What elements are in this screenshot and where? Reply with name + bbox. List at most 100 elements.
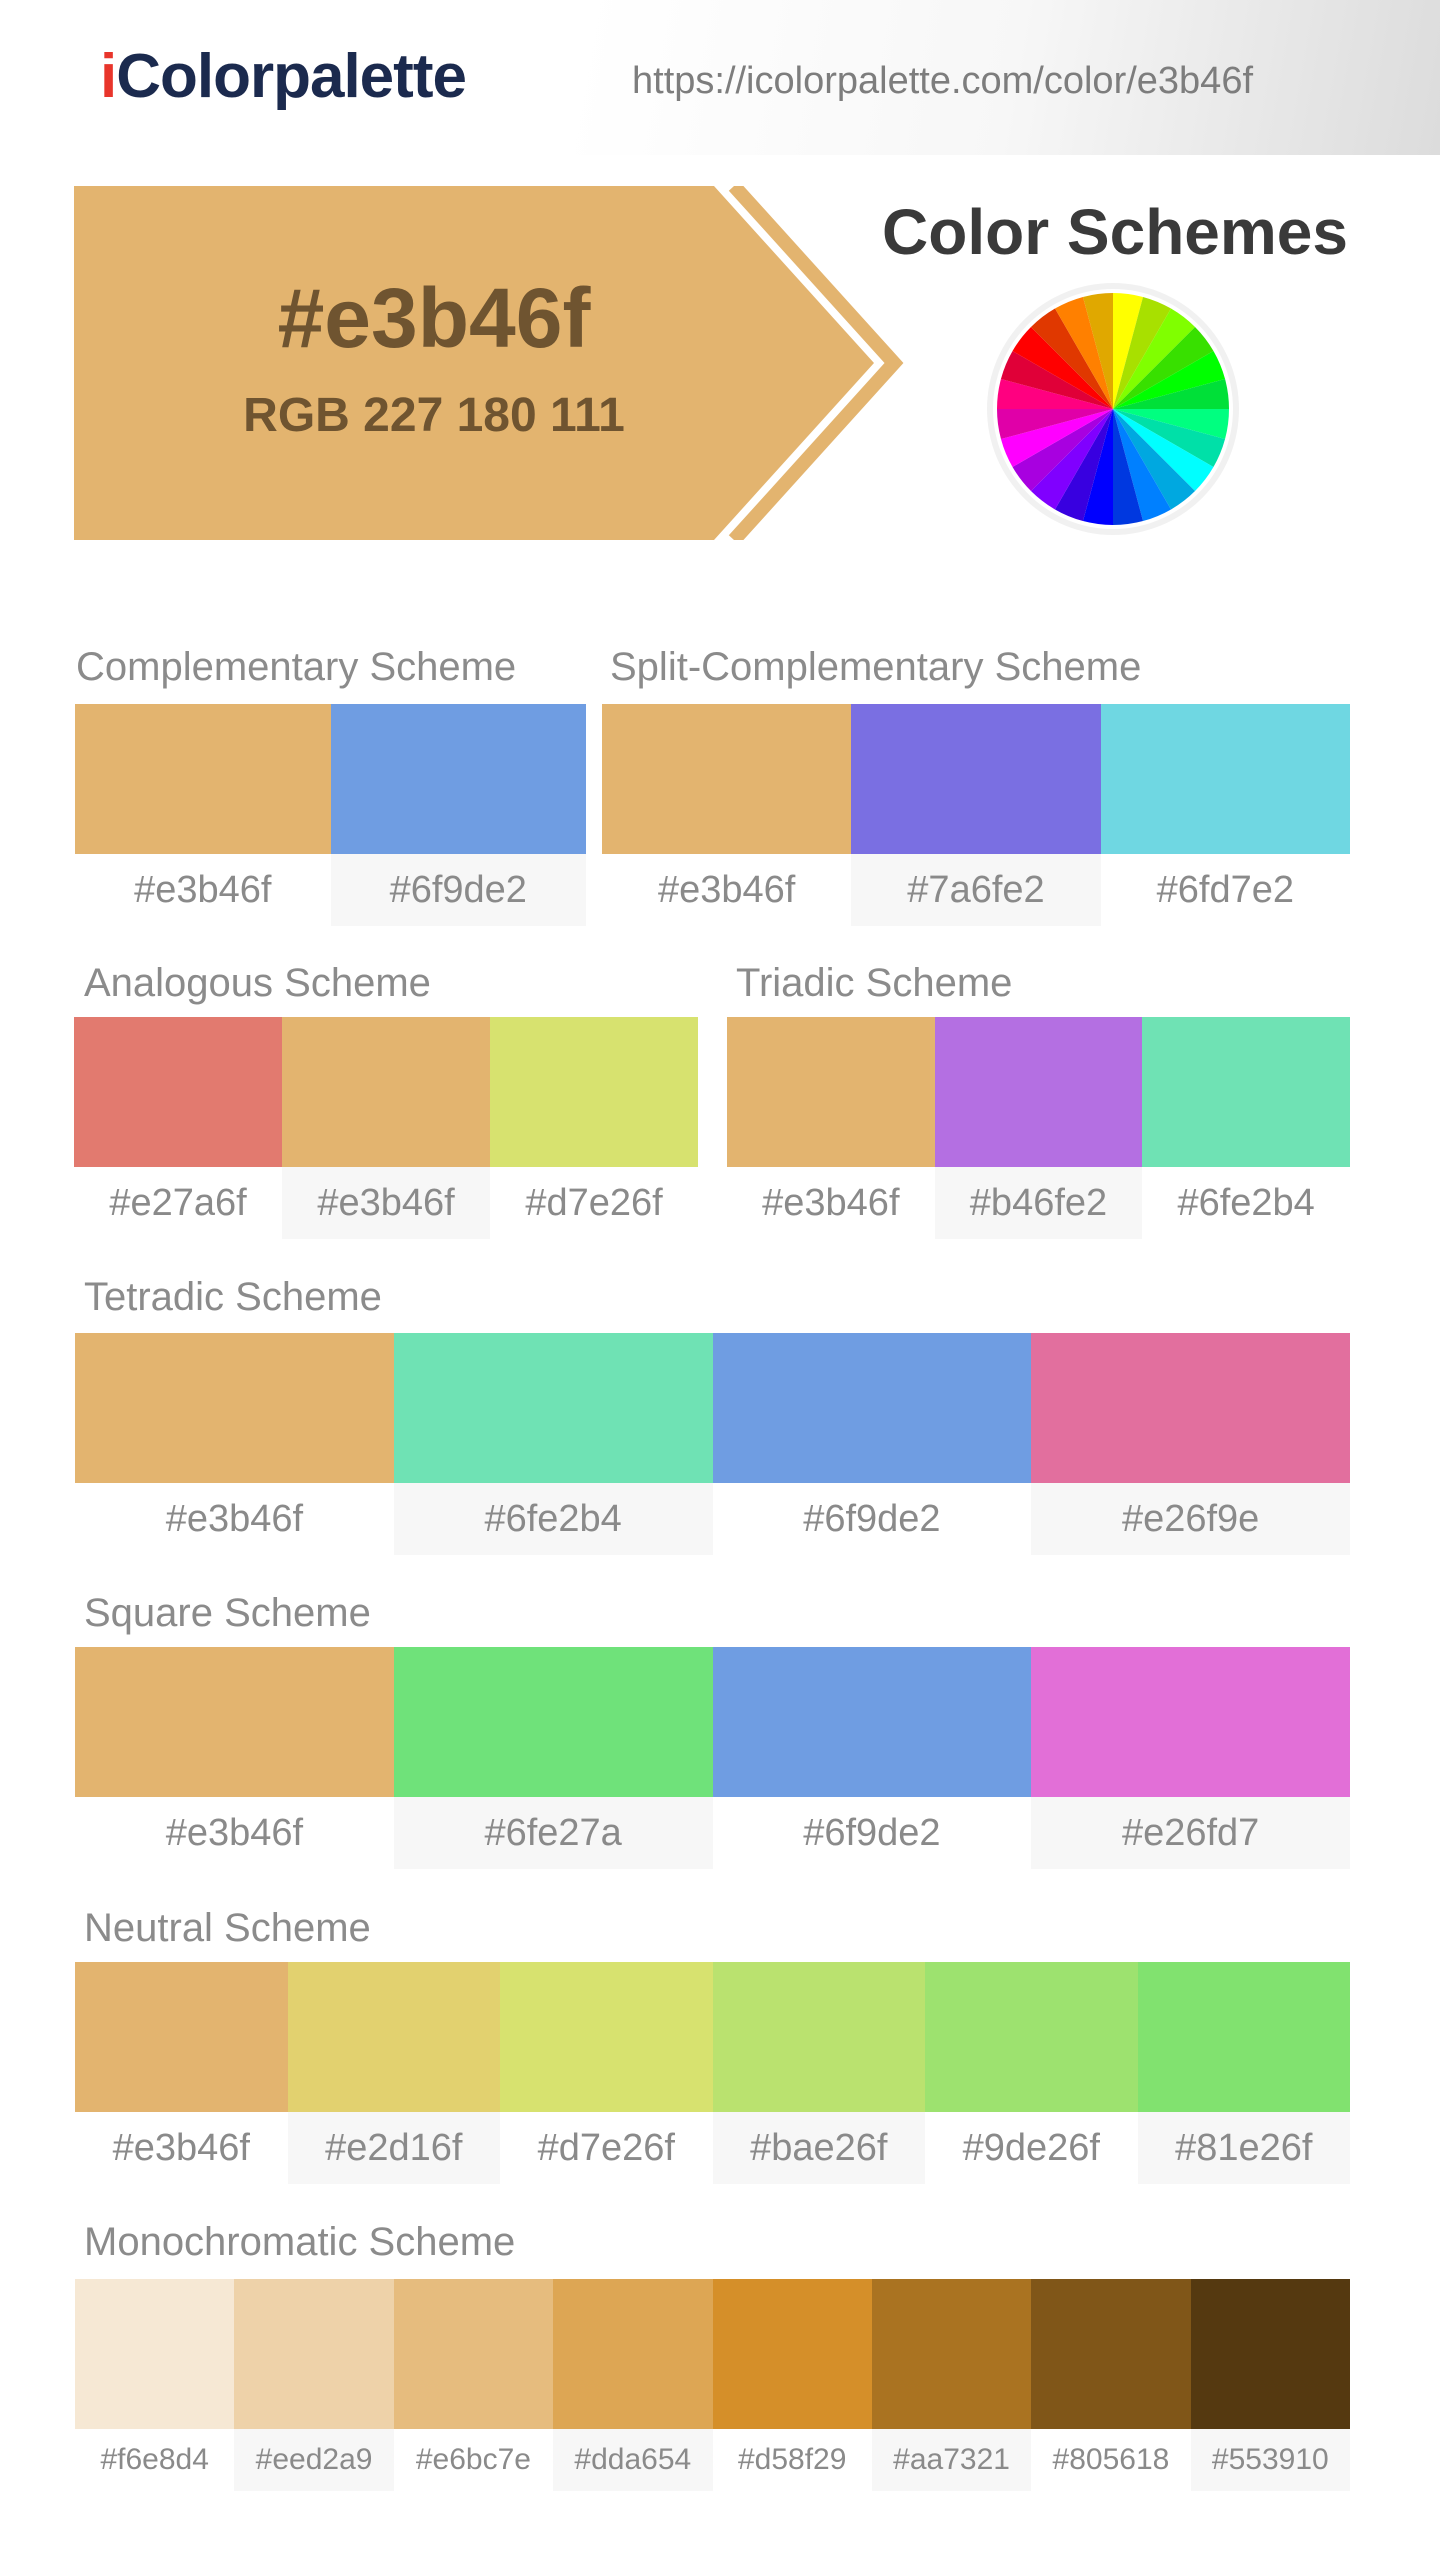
swatch-color-block[interactable] bbox=[712, 2279, 872, 2429]
color-wheel-icon bbox=[987, 283, 1239, 535]
header-bar bbox=[0, 0, 1440, 155]
wheel-segment bbox=[1113, 409, 1196, 510]
swatch-hex-label: #e6bc7e bbox=[415, 2443, 531, 2476]
swatch-color-block[interactable] bbox=[393, 2279, 554, 2429]
site-logo[interactable]: iColorpalette bbox=[100, 40, 467, 114]
swatch-color-block[interactable] bbox=[393, 1333, 713, 1483]
complementary-title: Complementary Scheme bbox=[76, 645, 517, 689]
swatch-color-block[interactable] bbox=[1031, 1333, 1350, 1483]
swatch-hex-label: #81e26f bbox=[1137, 2112, 1350, 2184]
wheel-segment bbox=[1113, 326, 1214, 409]
color-swatch[interactable]: #d7e26f bbox=[490, 1017, 698, 1239]
color-swatch[interactable]: #e3b46f bbox=[75, 704, 331, 926]
color-swatch[interactable]: #e2d16f bbox=[287, 1962, 500, 2184]
color-swatch[interactable]: #e3b46f bbox=[727, 1017, 935, 1239]
color-swatch[interactable]: #553910 bbox=[1190, 2279, 1350, 2491]
wheel-segment bbox=[1030, 409, 1113, 510]
color-swatch[interactable]: #6f9de2 bbox=[712, 1647, 1032, 1869]
tetradic-swatches: #e3b46f #6fe2b4 #6f9de2 #e26f9e bbox=[75, 1333, 1350, 1555]
color-swatch[interactable]: #bae26f bbox=[712, 1962, 925, 2184]
swatch-color-block[interactable] bbox=[1190, 2279, 1350, 2429]
color-swatch[interactable]: #d58f29 bbox=[712, 2279, 872, 2491]
color-swatch[interactable]: #dda654 bbox=[553, 2279, 713, 2491]
color-swatch[interactable]: #6fd7e2 bbox=[1100, 704, 1350, 926]
swatch-color-block[interactable] bbox=[330, 704, 586, 854]
swatch-hex-label: #aa7321 bbox=[871, 2429, 1032, 2491]
swatch-color-block[interactable] bbox=[75, 1962, 288, 2112]
wheel-segment bbox=[1030, 308, 1113, 409]
swatch-color-block[interactable] bbox=[75, 704, 331, 854]
swatch-color-block[interactable] bbox=[234, 2279, 394, 2429]
color-swatch[interactable]: #e3b46f bbox=[602, 704, 852, 926]
color-swatch[interactable]: #eed2a9 bbox=[234, 2279, 394, 2491]
swatch-hex-label: #e3b46f bbox=[282, 1167, 490, 1239]
color-swatch[interactable]: #e3b46f bbox=[75, 1333, 394, 1555]
swatch-color-block[interactable] bbox=[712, 1647, 1032, 1797]
swatch-color-block[interactable] bbox=[934, 1017, 1143, 1167]
color-hex-title: #e3b46f bbox=[277, 271, 591, 365]
color-swatch[interactable]: #aa7321 bbox=[871, 2279, 1032, 2491]
swatch-hex-label: #9de26f bbox=[962, 2127, 1100, 2169]
swatch-color-block[interactable] bbox=[393, 1647, 713, 1797]
color-swatch[interactable]: #d7e26f bbox=[500, 1962, 713, 2184]
swatch-hex-label: #e26fd7 bbox=[1031, 1797, 1350, 1869]
color-swatch[interactable]: #e27a6f bbox=[74, 1017, 282, 1239]
swatch-color-block[interactable] bbox=[1031, 1647, 1350, 1797]
swatch-color-block[interactable] bbox=[602, 704, 852, 854]
color-swatch[interactable]: #6fe2b4 bbox=[393, 1333, 713, 1555]
swatch-color-block[interactable] bbox=[75, 2279, 235, 2429]
color-swatch[interactable]: #9de26f bbox=[925, 1962, 1138, 2184]
swatch-color-block[interactable] bbox=[851, 704, 1101, 854]
swatch-color-block[interactable] bbox=[1137, 1962, 1350, 2112]
wheel-segment bbox=[997, 409, 1113, 440]
color-swatch[interactable]: #7a6fe2 bbox=[851, 704, 1101, 926]
color-swatch[interactable]: #6f9de2 bbox=[330, 704, 586, 926]
swatch-hex-label: #6f9de2 bbox=[330, 854, 586, 926]
swatch-color-block[interactable] bbox=[712, 1962, 925, 2112]
wheel-segment bbox=[1113, 308, 1196, 409]
swatch-color-block[interactable] bbox=[727, 1017, 935, 1167]
wheel-segment bbox=[1113, 296, 1171, 409]
wheel-segment bbox=[1082, 409, 1113, 525]
monochromatic-swatches: #f6e8d4 #eed2a9 #e6bc7e #dda654 #d58f29 #aa73… bbox=[75, 2279, 1350, 2491]
swatch-color-block[interactable] bbox=[1031, 2279, 1191, 2429]
color-swatch[interactable]: #e3b46f bbox=[282, 1017, 490, 1239]
swatch-color-block[interactable] bbox=[287, 1962, 500, 2112]
swatch-hex-label: #f6e8d4 bbox=[100, 2443, 209, 2476]
wheel-segment bbox=[1113, 378, 1229, 409]
color-swatch[interactable]: #805618 bbox=[1031, 2279, 1191, 2491]
swatch-color-block[interactable] bbox=[74, 1017, 282, 1167]
color-swatch[interactable]: #f6e8d4 bbox=[75, 2279, 235, 2491]
swatch-hex-label: #b46fe2 bbox=[934, 1167, 1143, 1239]
color-swatch[interactable]: #e3b46f bbox=[75, 1962, 288, 2184]
color-swatch[interactable]: #e6bc7e bbox=[393, 2279, 554, 2491]
swatch-color-block[interactable] bbox=[282, 1017, 490, 1167]
swatch-color-block[interactable] bbox=[1142, 1017, 1350, 1167]
swatch-color-block[interactable] bbox=[75, 1647, 394, 1797]
swatch-color-block[interactable] bbox=[1100, 704, 1350, 854]
swatch-color-block[interactable] bbox=[553, 2279, 713, 2429]
color-swatch[interactable]: #6fe27a bbox=[393, 1647, 713, 1869]
swatch-color-block[interactable] bbox=[490, 1017, 698, 1167]
swatch-hex-label: #553910 bbox=[1190, 2429, 1350, 2491]
swatch-color-block[interactable] bbox=[712, 1333, 1032, 1483]
swatch-hex-label: #e3b46f bbox=[134, 869, 272, 911]
logo-i: i bbox=[100, 42, 117, 111]
swatch-hex-label: #6fd7e2 bbox=[1156, 869, 1294, 911]
color-swatch[interactable]: #e3b46f bbox=[75, 1647, 394, 1869]
color-swatch[interactable]: #6fe2b4 bbox=[1142, 1017, 1350, 1239]
color-banner bbox=[74, 186, 904, 540]
swatch-color-block[interactable] bbox=[925, 1962, 1138, 2112]
swatch-color-block[interactable] bbox=[871, 2279, 1032, 2429]
color-swatch[interactable]: #81e26f bbox=[1137, 1962, 1350, 2184]
page-url: https://icolorpalette.com/color/e3b46f bbox=[632, 60, 1254, 102]
square-swatches: #e3b46f #6fe27a #6f9de2 #e26fd7 bbox=[75, 1647, 1350, 1869]
color-swatch[interactable]: #b46fe2 bbox=[934, 1017, 1143, 1239]
swatch-color-block[interactable] bbox=[500, 1962, 713, 2112]
logo-text: Colorpalette bbox=[116, 42, 467, 111]
swatch-color-block[interactable] bbox=[75, 1333, 394, 1483]
color-swatch[interactable]: #6f9de2 bbox=[712, 1333, 1032, 1555]
color-swatch[interactable]: #e26f9e bbox=[1031, 1333, 1350, 1555]
color-swatch[interactable]: #e26fd7 bbox=[1031, 1647, 1350, 1869]
triadic-swatches: #e3b46f #b46fe2 #6fe2b4 bbox=[727, 1017, 1350, 1239]
